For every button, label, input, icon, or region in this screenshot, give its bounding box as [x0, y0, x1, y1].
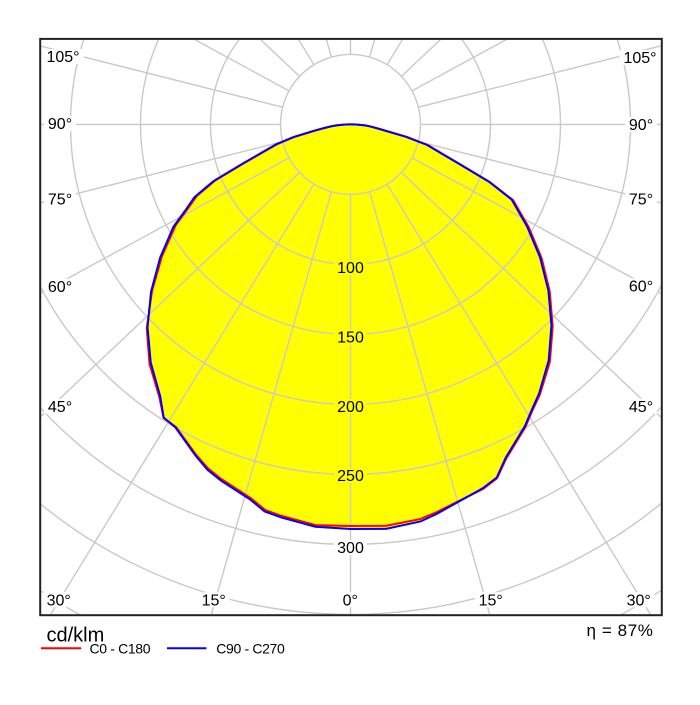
- svg-text:15°: 15°: [202, 592, 226, 609]
- svg-text:250: 250: [337, 468, 364, 485]
- svg-text:15°: 15°: [479, 592, 503, 609]
- svg-text:105°: 105°: [623, 50, 656, 67]
- svg-text:90°: 90°: [48, 116, 72, 133]
- svg-text:45°: 45°: [629, 399, 653, 416]
- svg-text:η = 87%: η = 87%: [586, 621, 653, 640]
- svg-text:150: 150: [337, 330, 364, 347]
- svg-text:100: 100: [337, 260, 364, 277]
- svg-text:75°: 75°: [48, 192, 72, 209]
- svg-text:30°: 30°: [627, 592, 651, 609]
- svg-text:60°: 60°: [48, 279, 72, 296]
- svg-text:C90 - C270: C90 - C270: [216, 641, 285, 657]
- svg-text:0°: 0°: [343, 592, 358, 609]
- svg-text:90°: 90°: [629, 117, 653, 134]
- svg-text:30°: 30°: [47, 592, 71, 609]
- svg-text:60°: 60°: [629, 279, 653, 296]
- svg-text:300: 300: [337, 540, 364, 557]
- svg-text:200: 200: [337, 399, 364, 416]
- svg-text:45°: 45°: [48, 399, 72, 416]
- svg-text:C0 - C180: C0 - C180: [90, 641, 151, 657]
- svg-text:75°: 75°: [629, 192, 653, 209]
- svg-text:105°: 105°: [46, 49, 79, 66]
